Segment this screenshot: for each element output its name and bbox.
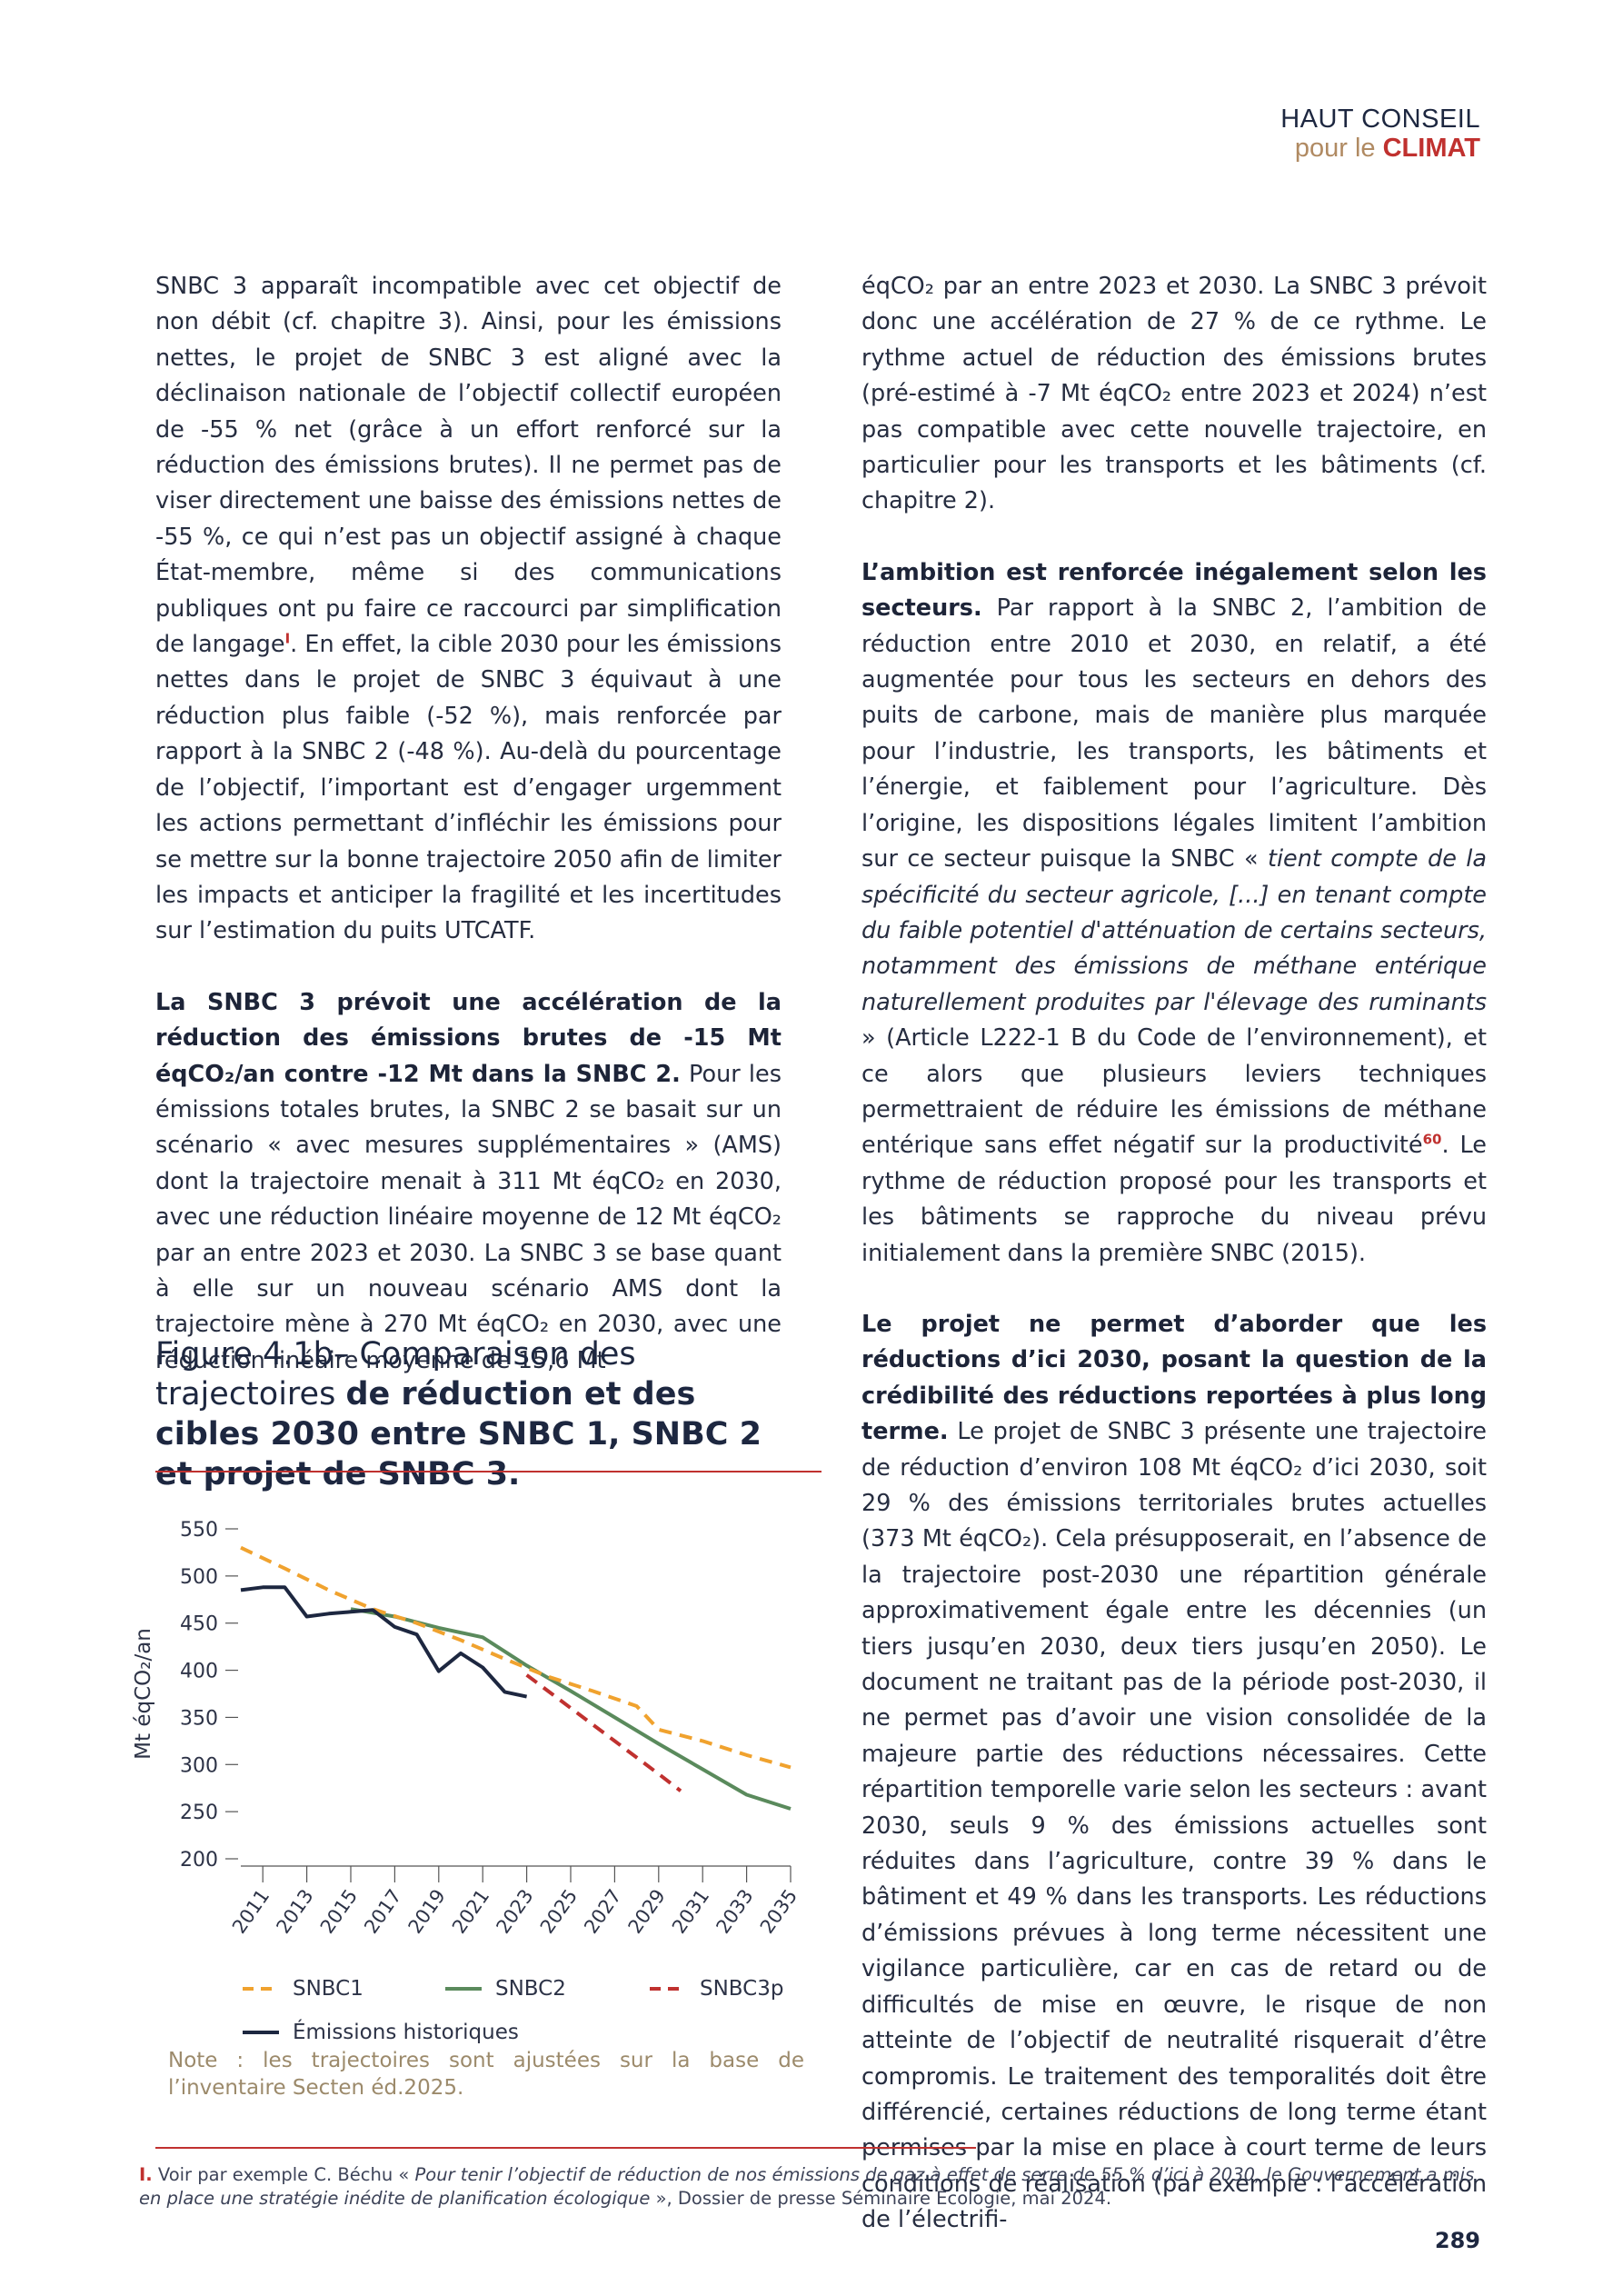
paragraph: La SNBC 3 prévoit une accélération de la…: [155, 988, 782, 1374]
x-tick-label: 2033: [712, 1885, 757, 1938]
x-tick-label: 2017: [360, 1885, 405, 1938]
figure-title: Figure 4.1b– Comparaison des trajectoire…: [155, 1336, 762, 1492]
logo-line-1: HAUT CONSEIL: [1280, 105, 1480, 134]
series-line-snbc2: [350, 1607, 792, 1811]
left-column: SNBC 3 apparaît incompatible avec cet ob…: [155, 269, 782, 1414]
x-tick-label: 2031: [668, 1885, 713, 1938]
footnote: I. Voir par exemple C. Béchu « Pour teni…: [139, 2164, 1475, 2209]
footnote-ref[interactable]: 60: [1422, 1131, 1442, 1148]
paragraph: Le projet ne permet d’aborder que les ré…: [861, 1310, 1487, 2234]
x-tick-label: 2027: [580, 1885, 625, 1938]
y-tick-label: 550: [180, 1519, 218, 1542]
legend-label: Émissions historiques: [293, 2019, 519, 2044]
x-tick-label: 2025: [536, 1885, 582, 1938]
paragraph: éqCO₂ par an entre 2023 et 2030. La SNBC…: [861, 273, 1487, 515]
y-axis-label: Mt éqCO₂/an: [132, 1628, 155, 1760]
x-tick-label: 2013: [272, 1885, 317, 1938]
paragraph: L’ambition est renforcée inégalement sel…: [861, 558, 1488, 1267]
figure-note: Note : les trajectoires sont ajustées su…: [168, 2049, 804, 2100]
legend-label: SNBC3p: [700, 1977, 783, 2001]
y-tick-label: 400: [180, 1661, 218, 1683]
legend-label: SNBC1: [293, 1977, 363, 2001]
logo-line-2: pour le CLIMAT: [1294, 134, 1480, 163]
series-line-snbc1: [240, 1545, 792, 1770]
emissions-chart: 200 250 300 350 400 450 500 550 Mt éqCO₂/an 2011 2…: [127, 1509, 802, 2072]
y-tick-label: 250: [180, 1802, 218, 1824]
paragraph: SNBC 3 apparaît incompatible avec cet ob…: [155, 273, 782, 945]
x-tick-label: 2023: [492, 1885, 537, 1938]
y-tick-label: 350: [180, 1707, 218, 1730]
x-tick-label: 2019: [404, 1885, 450, 1938]
hcc-logo: HAUT CONSEIL pour le CLIMAT: [1280, 105, 1480, 163]
figure-divider: [155, 1471, 821, 1472]
footnote-divider: [155, 2147, 976, 2149]
footnote-ref[interactable]: I: [284, 630, 291, 647]
y-tick-label: 200: [180, 1849, 218, 1872]
x-tick-label: 2029: [624, 1885, 670, 1938]
x-tick-label: 2021: [448, 1885, 493, 1938]
page-number: 289: [1434, 2228, 1480, 2253]
x-tick-label: 2035: [756, 1885, 800, 1938]
series-line-snbc3p: [525, 1673, 682, 1792]
series-line--missions-historiques: [240, 1585, 528, 1699]
y-tick-label: 500: [180, 1566, 218, 1589]
x-tick-label: 2015: [316, 1885, 362, 1938]
right-column: éqCO₂ par an entre 2023 et 2030. La SNBC…: [861, 269, 1487, 2274]
y-tick-label: 450: [180, 1613, 218, 1636]
y-tick-label: 300: [180, 1754, 218, 1777]
legend-label: SNBC2: [495, 1977, 566, 2001]
x-tick-label: 2011: [228, 1885, 274, 1938]
